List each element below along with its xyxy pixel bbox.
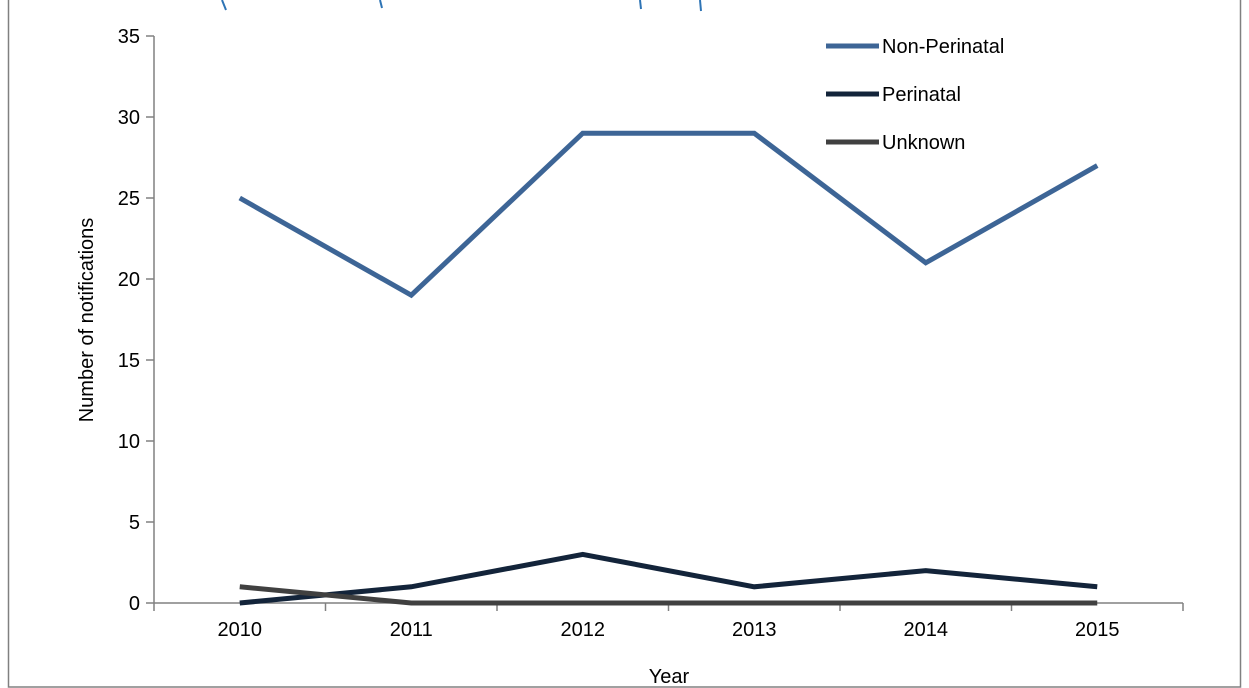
y-tick-label: 0: [129, 593, 140, 615]
x-tick-label: 2011: [390, 619, 433, 641]
legend-label: Perinatal: [882, 84, 961, 106]
x-tick-label: 2010: [218, 619, 263, 641]
tick-labels: 0 5 10 15 20 25 30 35 2010 2011 2012 2013 2014 2015: [118, 26, 1120, 641]
chart-title-fragment: [221, 0, 702, 12]
y-axis-title: Number of notifications: [76, 218, 98, 423]
series-line-perinatal: [239, 551, 1098, 606]
x-tick-label: 2012: [561, 619, 606, 641]
y-tick-label: 30: [118, 107, 140, 129]
series-lines: [238, 130, 1099, 606]
legend-label: Unknown: [882, 132, 965, 154]
legend: Non-Perinatal Perinatal Unknown: [826, 36, 1004, 154]
x-axis-title: Year: [649, 666, 690, 688]
series-line-non-perinatal: [238, 130, 1099, 299]
x-tick-label: 2014: [904, 619, 949, 641]
y-tick-label: 20: [118, 269, 140, 291]
x-tick-label: 2015: [1075, 619, 1120, 641]
y-tick-label: 35: [118, 26, 140, 48]
axes: [146, 35, 1184, 611]
x-tick-label: 2013: [732, 619, 777, 641]
y-tick-label: 10: [118, 431, 140, 453]
y-tick-label: 5: [129, 512, 140, 534]
chart-frame: [7, 0, 1242, 688]
series-line-unknown: [239, 584, 1098, 606]
y-tick-label: 25: [118, 188, 140, 210]
y-tick-label: 15: [118, 350, 140, 372]
legend-label: Non-Perinatal: [882, 36, 1004, 58]
